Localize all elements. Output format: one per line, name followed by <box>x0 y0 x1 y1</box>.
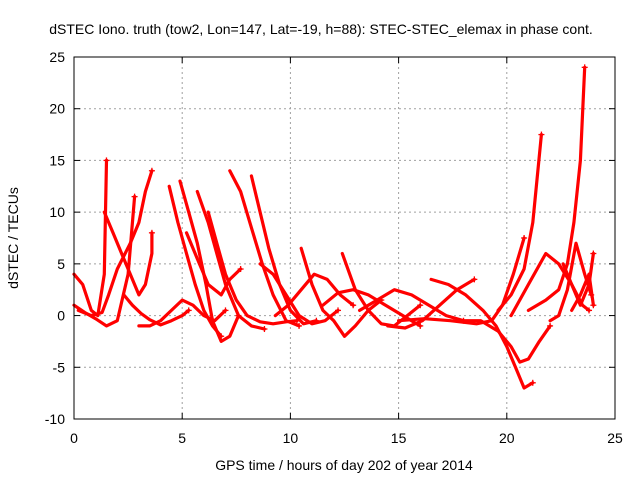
chart-title: dSTEC Iono. truth (tow2, Lon=147, Lat=-1… <box>49 21 593 37</box>
y-tick-label: -5 <box>53 359 66 375</box>
x-axis-label: GPS time / hours of day 202 of year 2014 <box>215 457 473 473</box>
series-line-sat-j <box>195 189 266 331</box>
plot-frame <box>73 56 616 420</box>
series-endpoint-marker <box>590 302 597 309</box>
x-tick-label: 20 <box>499 430 515 446</box>
series-endpoint-marker <box>547 322 554 329</box>
y-tick-label: 5 <box>57 256 65 272</box>
series-endpoint-marker <box>148 229 155 236</box>
series-endpoint-marker <box>148 167 155 174</box>
x-tick-label: 10 <box>283 430 299 446</box>
series-line-sat-p <box>299 246 383 338</box>
x-tick-label: 5 <box>178 430 186 446</box>
series-endpoint-marker <box>586 307 593 314</box>
grid <box>74 57 615 419</box>
y-axis-label: dSTEC / TECUs <box>5 187 21 289</box>
x-tick-label: 0 <box>70 430 78 446</box>
series-endpoint-marker <box>296 322 303 329</box>
series-endpoint-marker <box>335 307 342 314</box>
x-tick-label: 25 <box>607 430 623 446</box>
series-line-sat-e <box>122 293 191 327</box>
y-tick-label: 25 <box>49 49 65 65</box>
series-line-sat-h <box>178 179 241 343</box>
y-tick-label: 10 <box>49 204 65 220</box>
series-line-sat-aa <box>548 241 593 323</box>
series-endpoint-marker <box>529 379 536 386</box>
series-line-sat-d <box>102 210 154 297</box>
series-endpoint-marker <box>417 322 424 329</box>
series-line-sat-k <box>206 210 299 326</box>
series-endpoint-marker <box>131 193 138 200</box>
series-line-sat-r <box>340 251 422 328</box>
series-endpoint-marker <box>417 302 424 309</box>
series-line-sat-i <box>184 231 243 297</box>
series-endpoint-marker <box>538 131 545 138</box>
series-line-sat-z <box>526 65 587 312</box>
series-line-sat-a <box>72 158 109 318</box>
series-endpoint-marker <box>261 326 268 333</box>
y-tick-label: 20 <box>49 101 65 117</box>
data-traces <box>72 64 597 390</box>
series-endpoint-marker <box>237 266 244 273</box>
series-line-sat-w <box>397 236 526 326</box>
series-endpoint-marker <box>185 307 192 314</box>
series-endpoint-marker <box>590 250 597 257</box>
series-line-sat-c <box>76 169 154 318</box>
series-endpoint-marker <box>471 276 478 283</box>
series-endpoint-marker <box>350 302 357 309</box>
series-endpoint-marker <box>103 157 110 164</box>
series-line-sat-y <box>509 251 591 318</box>
series-line-sat-m <box>249 174 318 326</box>
series-line-sat-v <box>461 319 552 364</box>
series-endpoint-marker <box>581 64 588 71</box>
series-line-sat-o <box>273 272 355 318</box>
series-line-sat-g <box>167 184 223 338</box>
y-tick-label: -10 <box>45 411 65 427</box>
series-line-sat-q <box>321 288 422 328</box>
y-tick-label: 15 <box>49 152 65 168</box>
series-line-sat-x <box>496 133 544 312</box>
axis-ticks: 0 5 10 15 20 25 -10 -5 0 5 10 15 20 25 <box>45 49 623 446</box>
x-tick-label: 15 <box>391 430 407 446</box>
series-endpoint-marker <box>521 235 528 241</box>
series-line-sat-t <box>386 277 476 330</box>
series-endpoint-marker <box>222 307 229 314</box>
y-tick-label: 0 <box>57 308 65 324</box>
series-line-sat-ac <box>570 272 596 312</box>
series-line-sat-n <box>258 262 340 326</box>
series-line-sat-s <box>358 288 466 323</box>
series-line-sat-u <box>429 277 535 390</box>
